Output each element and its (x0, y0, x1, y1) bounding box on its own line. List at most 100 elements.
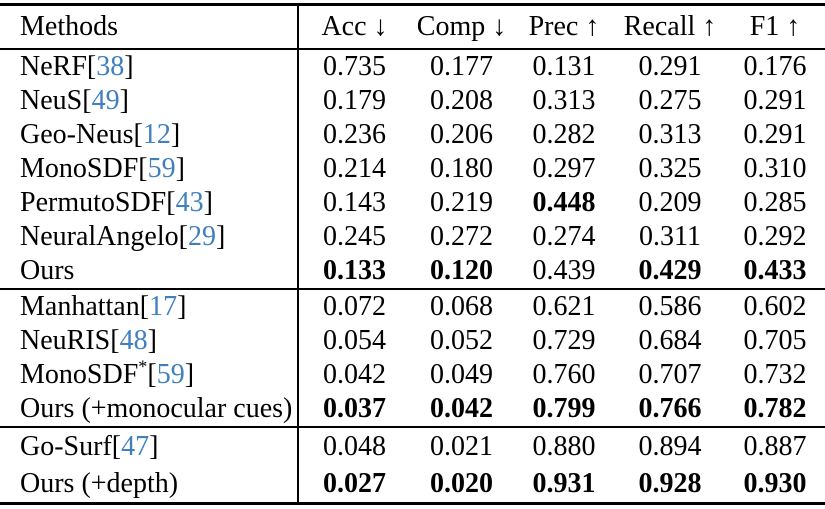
metric-value: 0.930 (743, 467, 807, 499)
metric-value: 0.291 (638, 51, 702, 82)
citation-bracket-open: [ (111, 430, 122, 462)
method-name: MonoSDF (20, 153, 139, 184)
table-row: Ours 0.133 0.120 0.439 0.429 0.433 (0, 254, 825, 289)
table-row: NeRF[38] 0.735 0.177 0.131 0.291 0.176 (0, 49, 825, 84)
citation-bracket-open: [ (178, 221, 188, 252)
metric-value: 0.313 (638, 119, 702, 150)
metric-value: 0.179 (323, 85, 386, 116)
metric-value: 0.297 (532, 153, 596, 184)
metric-value: 0.054 (323, 325, 386, 356)
metric-value: 0.707 (638, 359, 702, 390)
table-row: Geo-Neus[12] 0.236 0.206 0.282 0.313 0.291 (0, 118, 825, 152)
method-cell: NeRF[38] (0, 49, 299, 84)
metric-value: 0.021 (430, 430, 493, 462)
table-row: Manhattan[17] 0.072 0.068 0.621 0.586 0.602 (0, 289, 825, 324)
metric-value: 0.448 (532, 187, 596, 218)
metric-value: 0.621 (532, 291, 596, 322)
metric-value: 0.684 (638, 325, 702, 356)
method-cell: Ours (+monocular cues) (0, 392, 299, 427)
header-row: Methods Acc ↓ Comp ↓ Prec ↑ Recall ↑ F1 ↑ (0, 4, 825, 49)
citation-bracket-close: ] (184, 359, 195, 390)
table-row: NeuS[49] 0.179 0.208 0.313 0.275 0.291 (0, 84, 825, 118)
citation-bracket-open: [ (82, 85, 92, 116)
table-section-monocular-cues: Manhattan[17] 0.072 0.068 0.621 0.586 0.602 Ne… (0, 289, 825, 427)
metric-value: 0.143 (323, 187, 386, 218)
metric-value: 0.291 (743, 119, 807, 150)
method-name: MonoSDF (20, 359, 139, 390)
metric-value: 0.735 (323, 51, 386, 82)
metric-value: 0.072 (323, 291, 386, 322)
method-name: Ours (+depth) (20, 467, 179, 499)
citation-link[interactable]: 17 (149, 291, 178, 322)
metric-value: 0.782 (743, 393, 807, 424)
citation-link[interactable]: 47 (121, 430, 150, 462)
citation-bracket-open: [ (86, 51, 97, 82)
method-cell: MonoSDF*[59] (0, 358, 299, 392)
method-name: NeuralAngelo (20, 221, 179, 252)
metric-value: 0.894 (638, 430, 702, 462)
metric-value: 0.131 (532, 51, 596, 82)
metric-value: 0.120 (430, 255, 493, 286)
column-header-recall: Recall ↑ (623, 11, 717, 42)
method-cell: Manhattan[17] (0, 289, 299, 324)
table-row: Ours (+monocular cues) 0.037 0.042 0.799 0.7… (0, 392, 825, 427)
method-superscript: * (138, 358, 148, 377)
citation-link[interactable]: 38 (96, 51, 125, 82)
method-name: PermutoSDF (20, 187, 167, 218)
metric-value: 0.887 (743, 430, 807, 462)
metric-value: 0.275 (638, 85, 702, 116)
citation-bracket-close: ] (170, 119, 181, 150)
citation-link[interactable]: 59 (156, 359, 185, 390)
column-header-f1: F1 ↑ (749, 11, 801, 42)
metric-value: 0.020 (430, 467, 493, 499)
metric-value: 0.292 (743, 221, 807, 252)
metric-value: 0.310 (743, 153, 807, 184)
citation-link[interactable]: 48 (119, 325, 148, 356)
method-name: Ours (+monocular cues) (20, 393, 293, 424)
metric-value: 0.311 (639, 221, 701, 252)
method-cell: NeuS[49] (0, 84, 299, 118)
method-name: NeuRIS (20, 325, 111, 356)
citation-bracket-open: [ (139, 291, 150, 322)
column-header-comp: Comp ↓ (416, 11, 507, 42)
method-name: Manhattan (20, 291, 140, 322)
citation-bracket-close: ] (124, 51, 134, 82)
citation-bracket-open: [ (133, 119, 143, 150)
citation-bracket-close: ] (203, 187, 213, 218)
citation-link[interactable]: 49 (91, 85, 120, 116)
citation-link[interactable]: 59 (147, 153, 176, 184)
citation-link[interactable]: 12 (142, 119, 171, 150)
citation-bracket-close: ] (149, 430, 159, 462)
metric-value: 0.049 (430, 359, 493, 390)
metric-value: 0.177 (430, 51, 493, 82)
citation-link[interactable]: 43 (175, 187, 204, 218)
table-section-baselines: NeRF[38] 0.735 0.177 0.131 0.291 0.176 NeuS[49… (0, 49, 825, 289)
method-cell: MonoSDF[59] (0, 152, 299, 186)
metric-value: 0.760 (532, 359, 596, 390)
metric-value: 0.439 (532, 255, 596, 286)
citation-bracket-close: ] (119, 85, 129, 116)
metric-value: 0.052 (430, 325, 493, 356)
method-name: Ours (20, 255, 75, 286)
metric-value: 0.285 (743, 187, 807, 218)
table-row: PermutoSDF[43] 0.143 0.219 0.448 0.209 0.285 (0, 186, 825, 220)
method-name: Go-Surf (20, 430, 112, 462)
table-section-depth: Go-Surf[47] 0.048 0.021 0.880 0.894 0.887 Ours… (0, 427, 825, 504)
citation-link[interactable]: 29 (187, 221, 216, 252)
metric-value: 0.291 (743, 85, 807, 116)
method-name: NeuS (20, 85, 83, 116)
metric-value: 0.931 (532, 467, 596, 499)
method-cell: Geo-Neus[12] (0, 118, 299, 152)
citation-bracket-open: [ (166, 187, 176, 218)
method-cell: NeuralAngelo[29] (0, 220, 299, 254)
metric-value: 0.027 (323, 467, 386, 499)
metric-value: 0.219 (430, 187, 493, 218)
metric-value: 0.274 (532, 221, 596, 252)
table-row: NeuRIS[48] 0.054 0.052 0.729 0.684 0.705 (0, 324, 825, 358)
metric-value: 0.282 (532, 119, 596, 150)
table-row: NeuralAngelo[29] 0.245 0.272 0.274 0.311 0.29… (0, 220, 825, 254)
metric-value: 0.433 (743, 255, 807, 286)
table-header: Methods Acc ↓ Comp ↓ Prec ↑ Recall ↑ F1 ↑ (0, 4, 825, 49)
table-row: Go-Surf[47] 0.048 0.021 0.880 0.894 0.887 (0, 427, 825, 465)
citation-bracket-open: [ (138, 153, 148, 184)
